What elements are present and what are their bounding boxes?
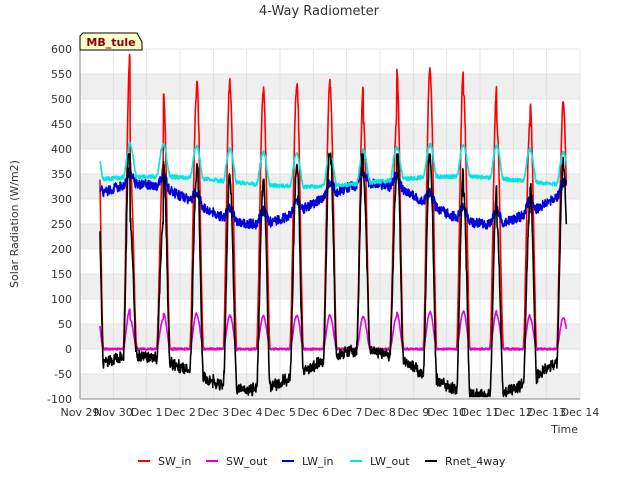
y-axis-label: Solar Radiation (W/m2)	[8, 160, 21, 288]
x-tick-label: Dec 8	[364, 406, 396, 419]
x-tick-label: Dec 13	[527, 406, 566, 419]
y-tick-label: -50	[54, 368, 72, 381]
y-tick-label: 450	[51, 118, 72, 131]
x-tick-label: Dec 9	[397, 406, 429, 419]
legend-label-lw_in: LW_in	[302, 455, 334, 468]
y-tick-label: 550	[51, 68, 72, 81]
y-tick-label: 500	[51, 93, 72, 106]
y-tick-label: -100	[47, 393, 72, 406]
series-line-lw_out	[99, 142, 568, 190]
chart-title: 4-Way Radiometer	[259, 4, 380, 19]
series-line-lw_in	[99, 166, 568, 230]
x-axis-label: Time	[550, 423, 578, 436]
x-tick-label: Dec 6	[297, 406, 329, 419]
y-tick-label: 250	[51, 218, 72, 231]
series-line-sw_out	[99, 308, 568, 351]
y-tick-label: 0	[65, 343, 72, 356]
legend-label-lw_out: LW_out	[370, 455, 410, 468]
y-tick-label: 50	[58, 318, 72, 331]
x-tick-label: Dec 7	[331, 406, 363, 419]
x-tick-label: Dec 3	[197, 406, 229, 419]
y-tick-label: 100	[51, 293, 72, 306]
site-badge: MB_tule	[79, 32, 143, 51]
legend: SW_in SW_out LW_in LW_out Rnet_4way	[138, 455, 506, 468]
plot-band	[80, 274, 580, 299]
x-tick-label: Dec 14	[561, 406, 600, 419]
series-line-rnet_4way	[99, 153, 568, 398]
x-tick-label: Dec 1	[131, 406, 163, 419]
y-tick-label: 350	[51, 168, 72, 181]
x-tick-label: Dec 12	[494, 406, 533, 419]
tick-labels: -100 -50 0 50 100 150 200 250 300 350 400 450 500 550…	[47, 43, 599, 419]
site-badge-label: MB_tule	[86, 36, 135, 49]
plot-band	[80, 224, 580, 249]
y-tick-label: 300	[51, 193, 72, 206]
plot-band	[80, 374, 580, 399]
y-tick-label: 200	[51, 243, 72, 256]
y-tick-label: 600	[51, 43, 72, 56]
x-tick-label: Dec 4	[231, 406, 263, 419]
legend-label-sw_out: SW_out	[226, 455, 268, 468]
plot-band	[80, 124, 580, 149]
x-tick-label: Dec 5	[264, 406, 296, 419]
y-tick-label: 400	[51, 143, 72, 156]
x-tick-label: Dec 11	[461, 406, 500, 419]
x-tick-label: Dec 10	[427, 406, 466, 419]
plot-band	[80, 324, 580, 349]
legend-label-sw_in: SW_in	[158, 455, 191, 468]
axes	[79, 49, 580, 400]
x-tick-label: Nov 29	[61, 406, 100, 419]
legend-label-rnet_4way: Rnet_4way	[445, 455, 506, 468]
series-layer	[99, 53, 568, 398]
x-tick-label: Nov 30	[94, 406, 133, 419]
y-tick-label: 150	[51, 268, 72, 281]
x-tick-label: Dec 2	[164, 406, 196, 419]
